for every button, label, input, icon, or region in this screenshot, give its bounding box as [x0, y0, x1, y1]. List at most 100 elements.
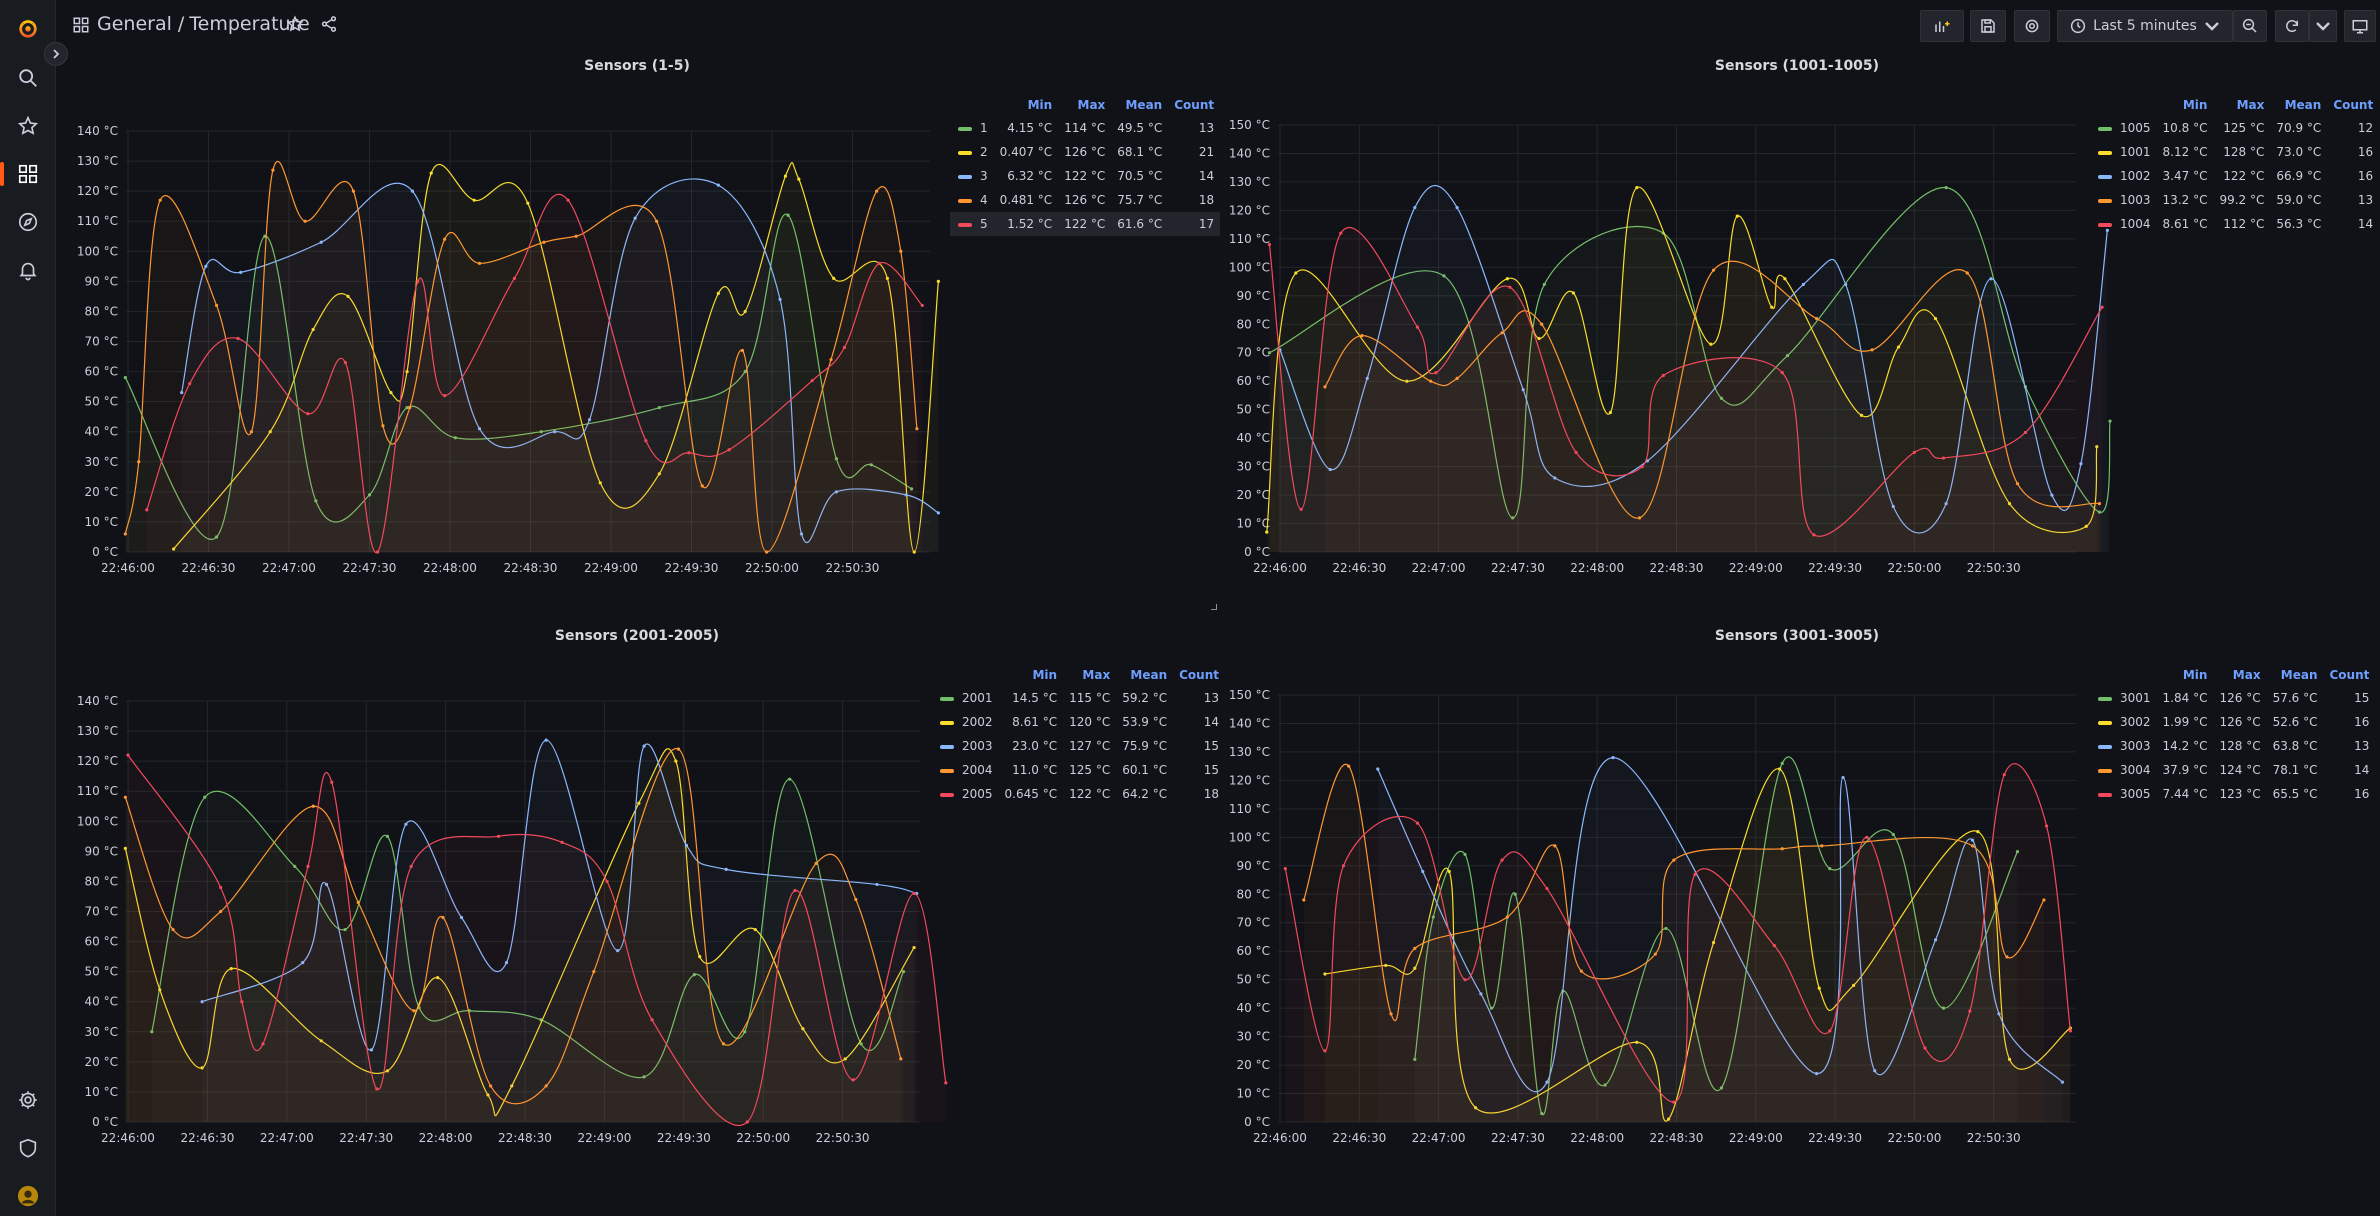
panel-sensors-2001-2005[interactable]: Sensors (2001-2005) 0 °C 10 °C 20 °C 30 °C 4…	[62, 628, 1219, 1178]
legend-series-name[interactable]: 1001	[2090, 140, 2157, 164]
series-line-4[interactable]	[124, 160, 918, 553]
expand-sidebar-button[interactable]	[44, 42, 68, 66]
legend-header-mean[interactable]: Mean	[1125, 98, 1163, 112]
series-line-2002[interactable]	[124, 748, 915, 1117]
legend-series-name[interactable]: 5	[950, 212, 994, 236]
legend-header-min[interactable]: Min	[2182, 668, 2208, 682]
panel-sensors-3001-3005[interactable]: Sensors (3001-3005) 0 °C 10 °C 20 °C 30 °C 4…	[1218, 628, 2376, 1178]
legend-color-swatch[interactable]	[940, 720, 954, 725]
legend-row[interactable]: 1004 8.61 °C 112 °C 56.3 °C 14	[2090, 212, 2379, 236]
legend-color-swatch[interactable]	[2098, 768, 2112, 773]
legend-row[interactable]: 3003 14.2 °C 128 °C 63.8 °C 13	[2090, 734, 2375, 758]
legend-series-name[interactable]: 1	[950, 116, 994, 140]
legend-header-count[interactable]: Count	[1179, 668, 1219, 682]
legend-color-swatch[interactable]	[958, 198, 972, 203]
series-line-1003[interactable]	[1324, 260, 2100, 519]
series-line-2003[interactable]	[201, 739, 917, 1051]
legend-series-name[interactable]: 2002	[932, 710, 999, 734]
time-range-picker[interactable]: Last 5 minutes	[2057, 10, 2233, 42]
star-icon[interactable]	[286, 15, 304, 37]
legend-color-swatch[interactable]	[958, 150, 972, 155]
legend-row[interactable]: 1 4.15 °C 114 °C 49.5 °C 13	[950, 116, 1220, 140]
legend-header-max[interactable]: Max	[1082, 668, 1111, 682]
legend-series-name[interactable]: 2004	[932, 758, 999, 782]
legend-series-name[interactable]: 2005	[932, 782, 999, 806]
legend-color-swatch[interactable]	[2098, 150, 2112, 155]
legend-series-name[interactable]: 3004	[2090, 758, 2157, 782]
alerting-icon[interactable]	[12, 254, 44, 286]
legend-row[interactable]: 3005 7.44 °C 123 °C 65.5 °C 16	[2090, 782, 2375, 806]
legend-series-name[interactable]: 2003	[932, 734, 999, 758]
explore-icon[interactable]	[12, 206, 44, 238]
legend-row[interactable]: 2 0.407 °C 126 °C 68.1 °C 21	[950, 140, 1220, 164]
legend-row[interactable]: 4 0.481 °C 126 °C 75.7 °C 18	[950, 188, 1220, 212]
dashboards-icon[interactable]	[12, 158, 44, 190]
legend-color-swatch[interactable]	[940, 792, 954, 797]
panel-resize-handle[interactable]	[1211, 604, 1217, 610]
legend-row[interactable]: 2002 8.61 °C 120 °C 53.9 °C 14	[932, 710, 1225, 734]
breadcrumb-folder[interactable]: General	[97, 13, 172, 35]
grafana-logo-icon[interactable]	[12, 12, 44, 44]
legend-header-mean[interactable]: Mean	[1130, 668, 1168, 682]
legend-header-count[interactable]: Count	[1174, 98, 1215, 112]
refresh-interval-dropdown[interactable]	[2309, 10, 2337, 42]
dashboard-settings-button[interactable]	[2014, 10, 2050, 42]
legend-header-name[interactable]	[2090, 94, 2157, 116]
legend-series-name[interactable]: 3003	[2090, 734, 2157, 758]
legend-header-min[interactable]: Min	[1032, 668, 1058, 682]
page-title[interactable]: Temperature	[189, 13, 310, 35]
legend-header-mean[interactable]: Mean	[2280, 668, 2318, 682]
legend-row[interactable]: 3004 37.9 °C 124 °C 78.1 °C 14	[2090, 758, 2375, 782]
legend-series-name[interactable]: 1004	[2090, 212, 2157, 236]
legend-color-swatch[interactable]	[2098, 174, 2112, 179]
legend-header-count[interactable]: Count	[2333, 98, 2374, 112]
legend-color-swatch[interactable]	[940, 768, 954, 773]
time-series-chart[interactable]: 0 °C 10 °C 20 °C 30 °C 40 °C 50 °C 60 °C 70 °C 8…	[1218, 88, 2112, 608]
add-panel-button[interactable]	[1920, 10, 1964, 42]
legend-row[interactable]: 2005 0.645 °C 122 °C 64.2 °C 18	[932, 782, 1225, 806]
legend-row[interactable]: 2004 11.0 °C 125 °C 60.1 °C 15	[932, 758, 1225, 782]
legend-color-swatch[interactable]	[958, 174, 972, 179]
legend-header-name[interactable]	[2090, 664, 2157, 686]
legend-header-max[interactable]: Max	[2236, 98, 2265, 112]
zoom-out-button[interactable]	[2233, 10, 2267, 42]
series-line-3003[interactable]	[1377, 757, 2063, 1093]
legend-header-max[interactable]: Max	[1077, 98, 1106, 112]
series-line-1002[interactable]	[1279, 185, 2108, 534]
legend-row[interactable]: 1002 3.47 °C 122 °C 66.9 °C 16	[2090, 164, 2379, 188]
legend-series-name[interactable]: 2	[950, 140, 994, 164]
legend-row[interactable]: 1001 8.12 °C 128 °C 73.0 °C 16	[2090, 140, 2379, 164]
legend-color-swatch[interactable]	[2098, 744, 2112, 749]
time-series-chart[interactable]: 0 °C 10 °C 20 °C 30 °C 40 °C 50 °C 60 °C 70 °C 8…	[1218, 658, 2088, 1188]
series-line-3001[interactable]	[1414, 756, 2019, 1116]
legend-color-swatch[interactable]	[940, 696, 954, 701]
legend-header-mean[interactable]: Mean	[2284, 98, 2322, 112]
legend-color-swatch[interactable]	[2098, 126, 2112, 131]
legend-header-name[interactable]	[950, 94, 994, 116]
legend-series-name[interactable]: 4	[950, 188, 994, 212]
legend-color-swatch[interactable]	[2098, 792, 2112, 797]
legend-series-name[interactable]: 1003	[2090, 188, 2157, 212]
legend-series-name[interactable]: 1002	[2090, 164, 2157, 188]
series-line-2004[interactable]	[124, 748, 902, 1105]
star-icon[interactable]	[12, 110, 44, 142]
legend-color-swatch[interactable]	[2098, 198, 2112, 203]
save-dashboard-button[interactable]	[1970, 10, 2006, 42]
legend-row[interactable]: 5 1.52 °C 122 °C 61.6 °C 17	[950, 212, 1221, 236]
legend-color-swatch[interactable]	[958, 126, 972, 131]
legend-row[interactable]: 1005 10.8 °C 125 °C 70.9 °C 12	[2090, 116, 2379, 140]
search-icon[interactable]	[12, 62, 44, 94]
legend-series-name[interactable]: 3002	[2090, 710, 2157, 734]
series-line-3002[interactable]	[1324, 768, 2071, 1122]
legend-color-swatch[interactable]	[2098, 696, 2112, 701]
legend-series-name[interactable]: 2001	[932, 686, 999, 710]
legend-series-name[interactable]: 3001	[2090, 686, 2157, 710]
legend-header-min[interactable]: Min	[1027, 98, 1053, 112]
share-icon[interactable]	[320, 15, 338, 37]
legend-color-swatch[interactable]	[2098, 720, 2112, 725]
gear-icon[interactable]	[12, 1084, 44, 1116]
series-line-1004[interactable]	[1268, 227, 2103, 537]
legend-header-name[interactable]	[932, 664, 999, 686]
legend-series-name[interactable]: 1005	[2090, 116, 2157, 140]
legend-header-min[interactable]: Min	[2182, 98, 2208, 112]
